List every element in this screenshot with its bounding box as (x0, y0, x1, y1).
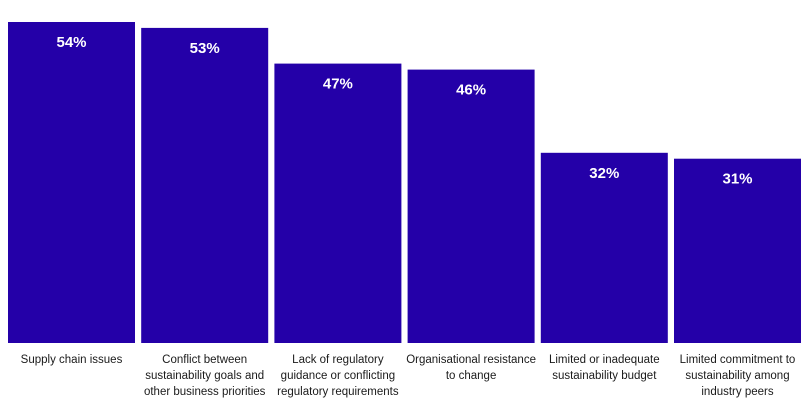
bar-6 (674, 158, 801, 343)
bar-5 (540, 152, 668, 343)
category-label-5: Limited or inadequate sustainability bud… (548, 354, 660, 382)
bar-3 (274, 63, 402, 343)
category-label-6: Limited commitment to sustainability amo… (679, 354, 796, 398)
bar-value-label-2: 53% (190, 40, 220, 57)
bar-value-label-4: 46% (456, 82, 486, 99)
bar-value-label-5: 32% (589, 165, 619, 182)
bar-value-label-6: 31% (722, 171, 752, 188)
category-label-2: Conflict between sustainability goals an… (143, 354, 266, 398)
category-label-3: Lack of regulatory guidance or conflicti… (277, 354, 399, 398)
category-label-1: Supply chain issues (20, 354, 123, 366)
bar-value-label-3: 47% (323, 76, 353, 93)
bar-4 (407, 69, 535, 343)
bar-2 (141, 27, 269, 344)
bar-value-label-1: 54% (56, 34, 86, 51)
category-label-4: Organisational resistance to change (406, 354, 536, 382)
bar-1 (8, 22, 135, 343)
